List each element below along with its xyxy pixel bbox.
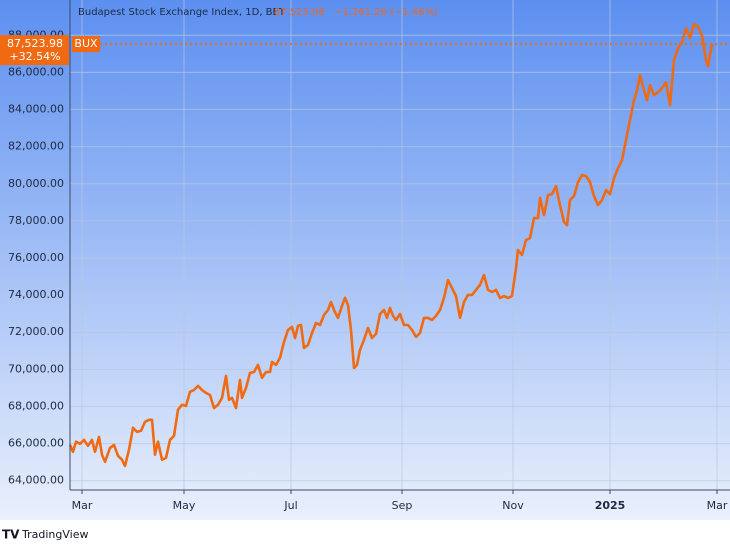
price-line: [68, 23, 714, 468]
x-tick-label: Mar: [707, 499, 728, 512]
x-tick-label: Jul: [283, 499, 297, 512]
chart-title: Budapest Stock Exchange Index, 1D, BET: [78, 7, 286, 18]
y-tick-label: 74,000.00: [8, 288, 64, 301]
x-tick-label: 2025: [595, 499, 626, 512]
legend-box: [72, 36, 100, 53]
header-change: −1,261.26 (−1.46%): [334, 7, 438, 18]
y-tick-label: 72,000.00: [8, 325, 64, 338]
x-tick-label: Mar: [72, 499, 93, 512]
x-tick-label: May: [173, 499, 196, 512]
brand-name: TradingView: [21, 528, 88, 541]
y-tick-label: 70,000.00: [8, 362, 64, 375]
y-tick-label: 68,000.00: [8, 399, 64, 412]
x-tick-label: Nov: [502, 499, 524, 512]
last-price-label: 87,523.98: [7, 37, 63, 50]
y-tick-label: 78,000.00: [8, 214, 64, 227]
background: [0, 0, 730, 520]
y-tick-label: 76,000.00: [8, 251, 64, 264]
y-tick-label: 80,000.00: [8, 177, 64, 190]
legend-label: BUX: [74, 37, 98, 50]
y-tick-label: 66,000.00: [8, 437, 64, 450]
price-box: [0, 35, 69, 66]
y-tick-label: 64,000.00: [8, 474, 64, 487]
header-price: 87,523.98: [274, 7, 325, 18]
y-tick-label: 82,000.00: [8, 140, 64, 153]
brand: TV TradingView: [2, 528, 88, 542]
change-pct-label: +32.54%: [9, 50, 60, 63]
x-tick-label: Sep: [392, 499, 413, 512]
y-tick-label: 84,000.00: [8, 103, 64, 116]
y-tick-label: 86,000.00: [8, 65, 64, 78]
brand-logo: TV: [2, 528, 20, 542]
